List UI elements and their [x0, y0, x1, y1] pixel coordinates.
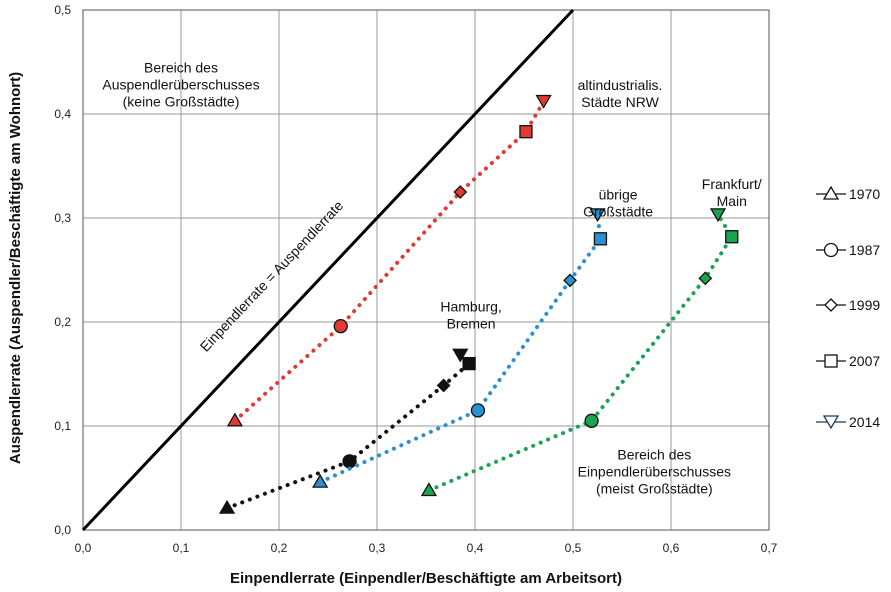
x-tick-label: 0,5: [565, 541, 582, 555]
annotation-line: Großstädte: [583, 203, 653, 219]
series-1: [226, 94, 552, 427]
y-tick-label: 0,0: [54, 523, 71, 537]
annotation-line: Main: [717, 193, 747, 209]
legend-item-2014: 2014: [816, 414, 880, 430]
annotation: Hamburg, Bremen: [440, 299, 501, 332]
data-point-triangle-up: [420, 482, 438, 497]
y-tick-label: 0,3: [54, 211, 71, 225]
x-tick-label: 0,1: [173, 541, 190, 555]
x-tick-label: 0,2: [271, 541, 288, 555]
annotation: Bereich des Einpendlerüberschusses (meist …: [578, 446, 731, 496]
data-point-triangle-down: [452, 348, 469, 363]
annotation-line: Auspendlerüberschusses: [102, 76, 259, 92]
legend-triangle-up-icon: [822, 185, 840, 200]
x-tick-label: 0,6: [663, 541, 680, 555]
annotation: altindustrialis. Städte NRW: [578, 77, 663, 110]
y-tick-label: 0,5: [54, 3, 71, 17]
annotation-line: Städte NRW: [581, 94, 659, 110]
legend-item-1970: 1970: [816, 185, 880, 202]
legend-triangle-down-icon: [822, 415, 840, 430]
data-point-triangle-down: [535, 94, 552, 109]
data-series: [218, 94, 739, 514]
legend-label: 2007: [849, 353, 880, 369]
x-axis-title: Einpendlerrate (Einpendler/Beschäftigte …: [230, 570, 622, 587]
annotation-line: Frankfurt/: [702, 176, 762, 192]
series-2: [218, 348, 476, 514]
series-dotted-line: [232, 99, 546, 423]
x-tick-labels: 0,0 0,1 0,2 0,3 0,4 0,5 0,6 0,7: [75, 541, 778, 555]
x-tick-label: 0,0: [75, 541, 92, 555]
plot-frame: [82, 9, 770, 531]
legend-item-1987: 1987: [816, 242, 880, 258]
annotation-line: Hamburg,: [440, 299, 501, 315]
legend-item-2007: 2007: [816, 353, 880, 369]
legend: 1970 1987 1999 2007 2014: [816, 185, 880, 430]
y-axis-title: Auspendlerrate (Auspendler/Beschäftigte …: [7, 72, 24, 464]
data-point-triangle-down: [589, 208, 606, 223]
legend-diamond-icon: [824, 298, 838, 312]
y-tick-labels: 0,0 0,1 0,2 0,3 0,4 0,5: [54, 3, 71, 537]
data-point-diamond: [436, 378, 451, 393]
annotation-line: übrige: [599, 186, 638, 202]
annotation-line: Bremen: [447, 316, 496, 332]
x-tick-label: 0,3: [369, 541, 386, 555]
legend-label: 1970: [849, 186, 880, 202]
data-point-square: [725, 230, 739, 244]
data-point-diamond: [453, 185, 468, 199]
data-point-triangle-up: [218, 499, 236, 514]
data-point-circle: [584, 413, 599, 428]
data-point-circle: [470, 403, 486, 418]
y-tick-label: 0,2: [54, 315, 71, 329]
annotation-line: Bereich des: [144, 59, 218, 75]
legend-square-icon: [824, 354, 838, 368]
data-point-square: [519, 125, 533, 139]
legend-label: 1999: [849, 297, 880, 313]
series-3: [312, 208, 608, 488]
data-point-circle: [342, 454, 357, 469]
data-point-diamond: [698, 271, 713, 286]
y-tick-label: 0,1: [54, 419, 71, 433]
annotation: Bereich des Auspendlerüberschusses (keine …: [102, 59, 259, 109]
annotations: Bereich des Auspendlerüberschusses (keine …: [102, 59, 761, 496]
series-4: [420, 208, 739, 497]
data-point-triangle-up: [226, 412, 244, 427]
series-dotted-line: [318, 212, 603, 485]
legend-label: 2014: [849, 414, 880, 430]
annotation-line: Einpendlerüberschusses: [578, 463, 731, 479]
data-point-square: [593, 232, 608, 246]
annotation: Frankfurt/Main: [702, 176, 762, 209]
y-tick-label: 0,4: [54, 107, 71, 121]
data-point-triangle-down: [709, 208, 727, 223]
legend-label: 1987: [849, 242, 880, 258]
annotation-line: Bereich des: [617, 446, 691, 462]
legend-item-1999: 1999: [816, 297, 880, 313]
x-tick-label: 0,4: [467, 541, 484, 555]
diagonal-line: [81, 8, 575, 532]
grid-lines: [82, 9, 770, 531]
annotation-line: (keine Großstädte): [123, 93, 240, 109]
data-point-diamond: [563, 273, 577, 288]
data-point-square: [462, 356, 476, 371]
data-point-circle: [333, 319, 348, 334]
x-tick-label: 0,7: [761, 541, 778, 555]
data-point-triangle-up: [312, 473, 329, 488]
annotation: übrige Großstädte: [583, 186, 653, 219]
legend-circle-icon: [823, 242, 839, 258]
annotation-line: altindustrialis.: [578, 77, 663, 93]
annotation-line: (meist Großstädte): [596, 480, 713, 496]
